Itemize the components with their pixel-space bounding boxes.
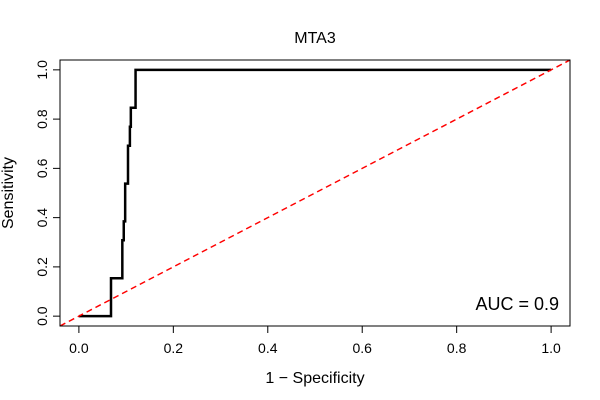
x-axis: 0.0 0.2 0.4 0.6 0.8 1.0 xyxy=(69,325,561,356)
chart-title: MTA3 xyxy=(294,30,336,47)
x-tick-label: 0.2 xyxy=(164,340,184,356)
y-axis: 0.0 0.2 0.4 0.6 0.8 1.0 xyxy=(34,60,61,326)
x-tick-label: 0.0 xyxy=(69,340,89,356)
y-tick-label: 0.6 xyxy=(34,158,50,178)
y-tick-label: 0.0 xyxy=(34,306,50,326)
roc-curve-line xyxy=(78,68,552,318)
auc-annotation: AUC = 0.9 xyxy=(475,294,559,314)
plot-content xyxy=(59,59,571,327)
y-tick-label: 0.4 xyxy=(34,208,50,228)
x-tick-label: 0.6 xyxy=(352,340,372,356)
x-tick-label: 0.8 xyxy=(447,340,467,356)
x-axis-label: 1 − Specificity xyxy=(265,370,364,387)
x-tick-label: 1.0 xyxy=(541,340,561,356)
x-tick-label: 0.4 xyxy=(258,340,278,356)
y-axis-label: Sensitivity xyxy=(0,157,17,229)
y-tick-label: 1.0 xyxy=(34,60,50,80)
y-tick-label: 0.2 xyxy=(34,257,50,277)
y-tick-label: 0.8 xyxy=(34,109,50,129)
reference-diagonal-line xyxy=(59,59,571,327)
